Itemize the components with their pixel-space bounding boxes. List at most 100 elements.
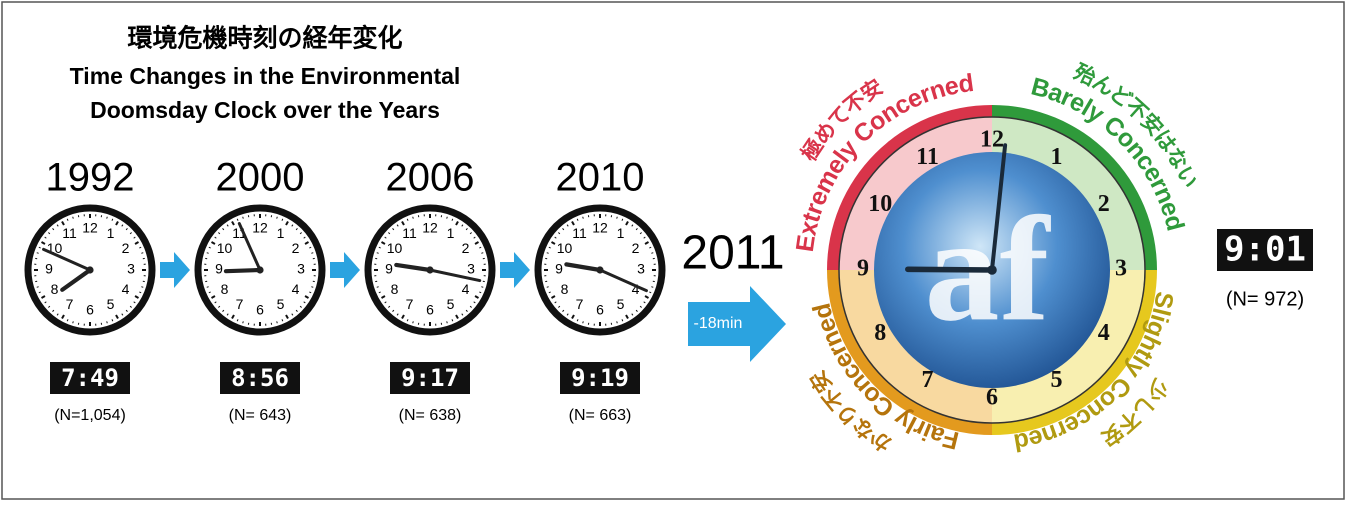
tick <box>377 287 379 288</box>
tick <box>311 253 313 254</box>
dial-number: 10 <box>387 240 403 256</box>
dial-number: 11 <box>402 225 417 241</box>
dial-number: 7 <box>66 296 74 312</box>
tick <box>243 321 244 323</box>
tick <box>413 321 414 323</box>
dial-number: 11 <box>916 144 939 170</box>
hub <box>86 266 93 273</box>
dial-number: 9 <box>45 261 53 277</box>
sample-size: (N= 663) <box>569 407 632 424</box>
dial-number: 3 <box>127 261 135 277</box>
tick <box>617 217 618 219</box>
dial-number: 5 <box>447 296 455 312</box>
title-en: Time Changes in the Environmental <box>70 63 461 89</box>
year: 2000 <box>216 156 305 200</box>
dial-number: 1 <box>1051 144 1063 170</box>
dial-number: 8 <box>51 281 59 297</box>
dial-number: 3 <box>297 261 305 277</box>
dial-number: 1 <box>277 225 285 241</box>
dial-number: 6 <box>256 302 264 318</box>
dial-number: 8 <box>221 281 229 297</box>
dial-number: 2 <box>1098 191 1110 217</box>
dial-number: 1 <box>617 225 625 241</box>
hour-hand <box>226 270 260 271</box>
dial-number: 5 <box>277 296 285 312</box>
dial-number: 9 <box>555 261 563 277</box>
dial-number: 4 <box>1098 320 1110 346</box>
tick <box>73 217 74 219</box>
tick <box>583 321 584 323</box>
digital-time: 7:49 <box>61 364 119 392</box>
digital-time: 8:56 <box>231 364 289 392</box>
tick <box>447 321 448 323</box>
dial-number: 5 <box>617 296 625 312</box>
dial-number: 7 <box>576 296 584 312</box>
dial-number: 2 <box>122 240 130 256</box>
dial-number: 3 <box>1115 256 1127 282</box>
dial-number: 12 <box>252 220 268 236</box>
title-en: Doomsday Clock over the Years <box>90 97 440 123</box>
tick <box>481 287 483 288</box>
year: 2006 <box>386 156 475 200</box>
change-label: -18min <box>694 315 743 332</box>
hub <box>987 265 997 275</box>
dial-number: 12 <box>980 127 1004 153</box>
dial-number: 12 <box>422 220 438 236</box>
hub <box>426 266 433 273</box>
tick <box>37 287 39 288</box>
tick <box>243 217 244 219</box>
dial-number: 10 <box>557 240 573 256</box>
tick <box>277 217 278 219</box>
year: 1992 <box>46 156 135 200</box>
tick <box>547 253 549 254</box>
hub <box>256 266 263 273</box>
tick <box>651 253 653 254</box>
dial-number: 6 <box>596 302 604 318</box>
tick <box>547 287 549 288</box>
dial-number: 8 <box>874 320 886 346</box>
dial-number: 12 <box>82 220 98 236</box>
tick <box>413 217 414 219</box>
dial-number: 8 <box>561 281 569 297</box>
dial-number: 9 <box>215 261 223 277</box>
hub <box>596 266 603 273</box>
dial-number: 6 <box>986 385 998 411</box>
dial-number: 12 <box>592 220 608 236</box>
infographic: 環境危機時刻の経年変化 Time Changes in the Environm… <box>0 0 1346 501</box>
dial-number: 2 <box>462 240 470 256</box>
tick <box>73 321 74 323</box>
dial-number: 3 <box>467 261 475 277</box>
tick <box>377 253 379 254</box>
dial-number: 2 <box>632 240 640 256</box>
tick <box>141 287 143 288</box>
dial-number: 7 <box>406 296 414 312</box>
dial-number: 11 <box>62 225 77 241</box>
sample-size: (N= 638) <box>399 407 462 424</box>
year: 2010 <box>556 156 645 200</box>
dial-number: 5 <box>1051 367 1063 393</box>
tick <box>481 253 483 254</box>
tick <box>107 217 108 219</box>
dial-number: 1 <box>107 225 115 241</box>
tick <box>277 321 278 323</box>
dial-number: 8 <box>391 281 399 297</box>
hour-hand <box>908 269 992 270</box>
dial-number: 10 <box>217 240 233 256</box>
sample-size: (N= 643) <box>229 407 292 424</box>
tick <box>311 287 313 288</box>
dial-number: 1 <box>447 225 455 241</box>
sample-size: (N=1,054) <box>54 407 126 424</box>
dial-number: 6 <box>426 302 434 318</box>
tick <box>141 253 143 254</box>
dial-number: 4 <box>462 281 470 297</box>
dial-number: 9 <box>857 256 869 282</box>
sample-size: (N= 972) <box>1226 288 1304 310</box>
dial-number: 5 <box>107 296 115 312</box>
dial-number: 6 <box>86 302 94 318</box>
dial-number: 3 <box>637 261 645 277</box>
title-jp: 環境危機時刻の経年変化 <box>127 24 402 53</box>
dial-number: 11 <box>572 225 587 241</box>
digital-time: 9:17 <box>401 364 459 392</box>
tick <box>207 287 209 288</box>
tick <box>207 253 209 254</box>
